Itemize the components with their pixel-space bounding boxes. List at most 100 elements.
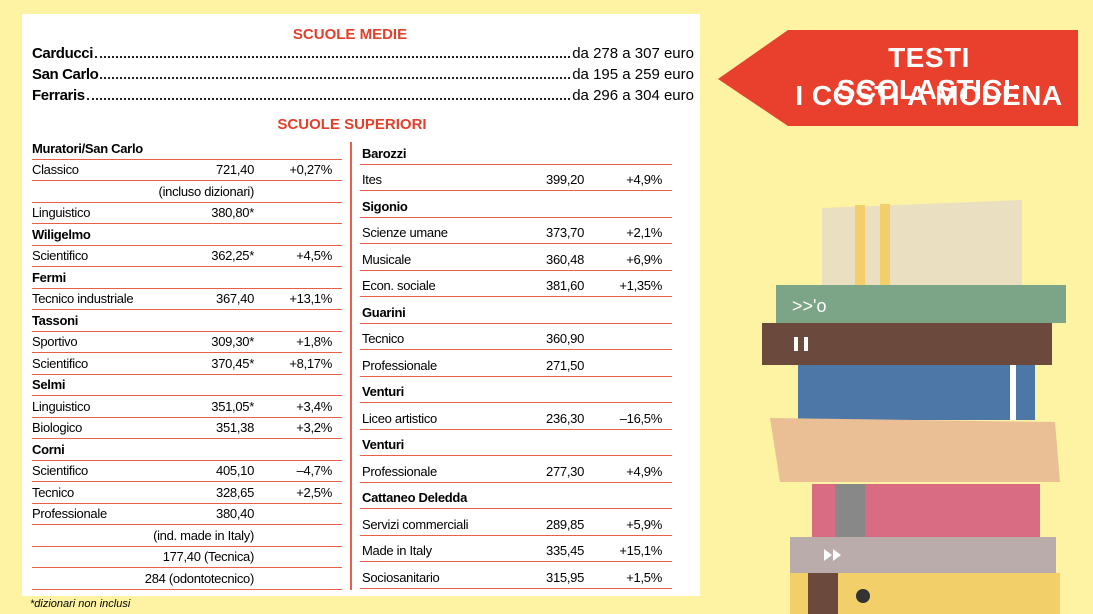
change: +4,5% [296,248,332,263]
course: Professionale [362,463,437,479]
change: +5,9% [626,516,662,532]
course: Servizi commerciali [362,516,469,532]
change: +0,27% [289,162,332,177]
course: Linguistico [32,398,91,414]
course-row: Tecnico 328,65 +2,5% [32,482,342,504]
superiori-heading: SCUOLE SUPERIORI [277,116,427,133]
course: Ites [362,172,382,187]
school-row: Cattaneo Deledda [360,483,672,509]
course-row: Classico 721,40 +0,27% [32,160,342,181]
course-row: Linguistico 351,05* +3,4% [32,396,342,418]
price-range: da 195 a 259 euro [572,66,694,83]
price: 351,05* [211,398,254,414]
price: 309,30* [211,334,254,349]
school-name: Carducci [32,45,93,62]
course-row: Professionale 271,50 [360,350,672,377]
change: +8,17% [289,355,332,371]
course: Tecnico [32,484,74,500]
price-range: da 296 a 304 euro [572,87,694,104]
price: 721,40 [216,162,254,177]
note: 284 (odontotecnico) [144,570,255,586]
school-row: Wiligelmo [32,224,342,246]
course: Professionale [362,357,437,373]
change: +13,1% [289,291,332,306]
course-row: Scientifico 362,25* +4,5% [32,246,342,267]
school-name: Tassoni [32,312,79,328]
price: 315,95 [546,569,584,585]
course: Scientifico [32,355,88,371]
school-name: Fermi [32,269,66,285]
price: 277,30 [546,463,584,479]
course-row: Tecnico industriale 367,40 +13,1% [32,289,342,310]
course: Classico [32,162,79,177]
course-row: (ind. made in Italy) [32,525,342,547]
school-name: Sigonio [362,198,408,214]
note: 177,40 (Tecnica) [162,549,255,564]
medie-heading: SCUOLE MEDIE [292,26,408,43]
course: Tecnico [362,331,404,346]
price-range: da 278 a 307 euro [572,45,694,62]
course: Scientifico [32,248,88,263]
course-row: Tecnico 360,90 [360,324,672,350]
course-row: 177,40 (Tecnica) [32,547,342,568]
school-row: Guarini [360,297,672,324]
change: +3,4% [296,398,332,414]
course: Liceo artistico [362,410,437,426]
course-row: (incluso dizionari) [32,181,342,203]
school-row: Barozzi [360,138,672,165]
school-row: Selmi [32,375,342,396]
change: –16,5% [619,410,663,426]
course: Econ. sociale [362,278,436,293]
change: +4,9% [626,463,662,479]
price: 335,45 [546,543,584,558]
course: Linguistico [32,205,91,220]
change: +4,9% [626,172,662,187]
course-row: Econ. sociale 381,60 +1,35% [360,271,672,297]
course-row: Sportivo 309,30* +1,8% [32,332,342,353]
course-row: Biologico 351,38 +3,2% [32,418,342,439]
price: 380,40 [216,506,254,521]
price: 370,45* [211,355,254,371]
school-name: San Carlo [32,66,99,83]
divider [350,142,352,590]
course-row: Sociosanitario 315,95 +1,5% [360,562,672,589]
course-row: Professionale 380,40 [32,504,342,525]
school-row: Sigonio [360,191,672,218]
medie-row: San Carlo da 195 a 259 euro [32,63,694,83]
school-name: Barozzi [362,145,407,161]
change: –4,7% [296,463,333,478]
price: 367,40 [216,291,254,306]
school-name: Muratori/San Carlo [32,140,143,156]
school-name: Venturi [362,384,404,399]
course-row: Musicale 360,48 +6,9% [360,244,672,271]
change: +2,1% [626,225,662,240]
price: 236,30 [546,410,584,426]
books: >>'o [762,200,1066,614]
course: Tecnico industriale [32,291,134,306]
course-row: Liceo artistico 236,30 –16,5% [360,403,672,430]
change: +1,35% [619,278,662,293]
course-row: Linguistico 380,80* [32,203,342,224]
school-name: Ferraris [32,87,85,104]
course: Scienze umane [362,225,448,240]
course-row: Made in Italy 335,45 +15,1% [360,536,672,562]
school-name: Wiligelmo [32,226,91,242]
title-line: TESTI SCOLASTICI: [836,42,1022,105]
course: Biologico [32,420,83,435]
course-row: Scienze umane 373,70 +2,1% [360,218,672,244]
price: 381,60 [546,278,584,293]
school-row: Tassoni [32,310,342,332]
leader [100,77,571,79]
note: (ind. made in Italy) [153,527,254,543]
medie-row: Ferraris da 296 a 304 euro [32,84,694,104]
price: 360,90 [546,331,584,346]
note: (incluso dizionari) [158,183,255,199]
course-row: Servizi commerciali 289,85 +5,9% [360,509,672,536]
course: Professionale [32,506,107,521]
svg-text:>>'o: >>'o [792,296,826,316]
leader [95,56,571,58]
school-row: Fermi [32,267,342,289]
price: 373,70 [546,225,584,240]
price: 271,50 [546,357,584,373]
